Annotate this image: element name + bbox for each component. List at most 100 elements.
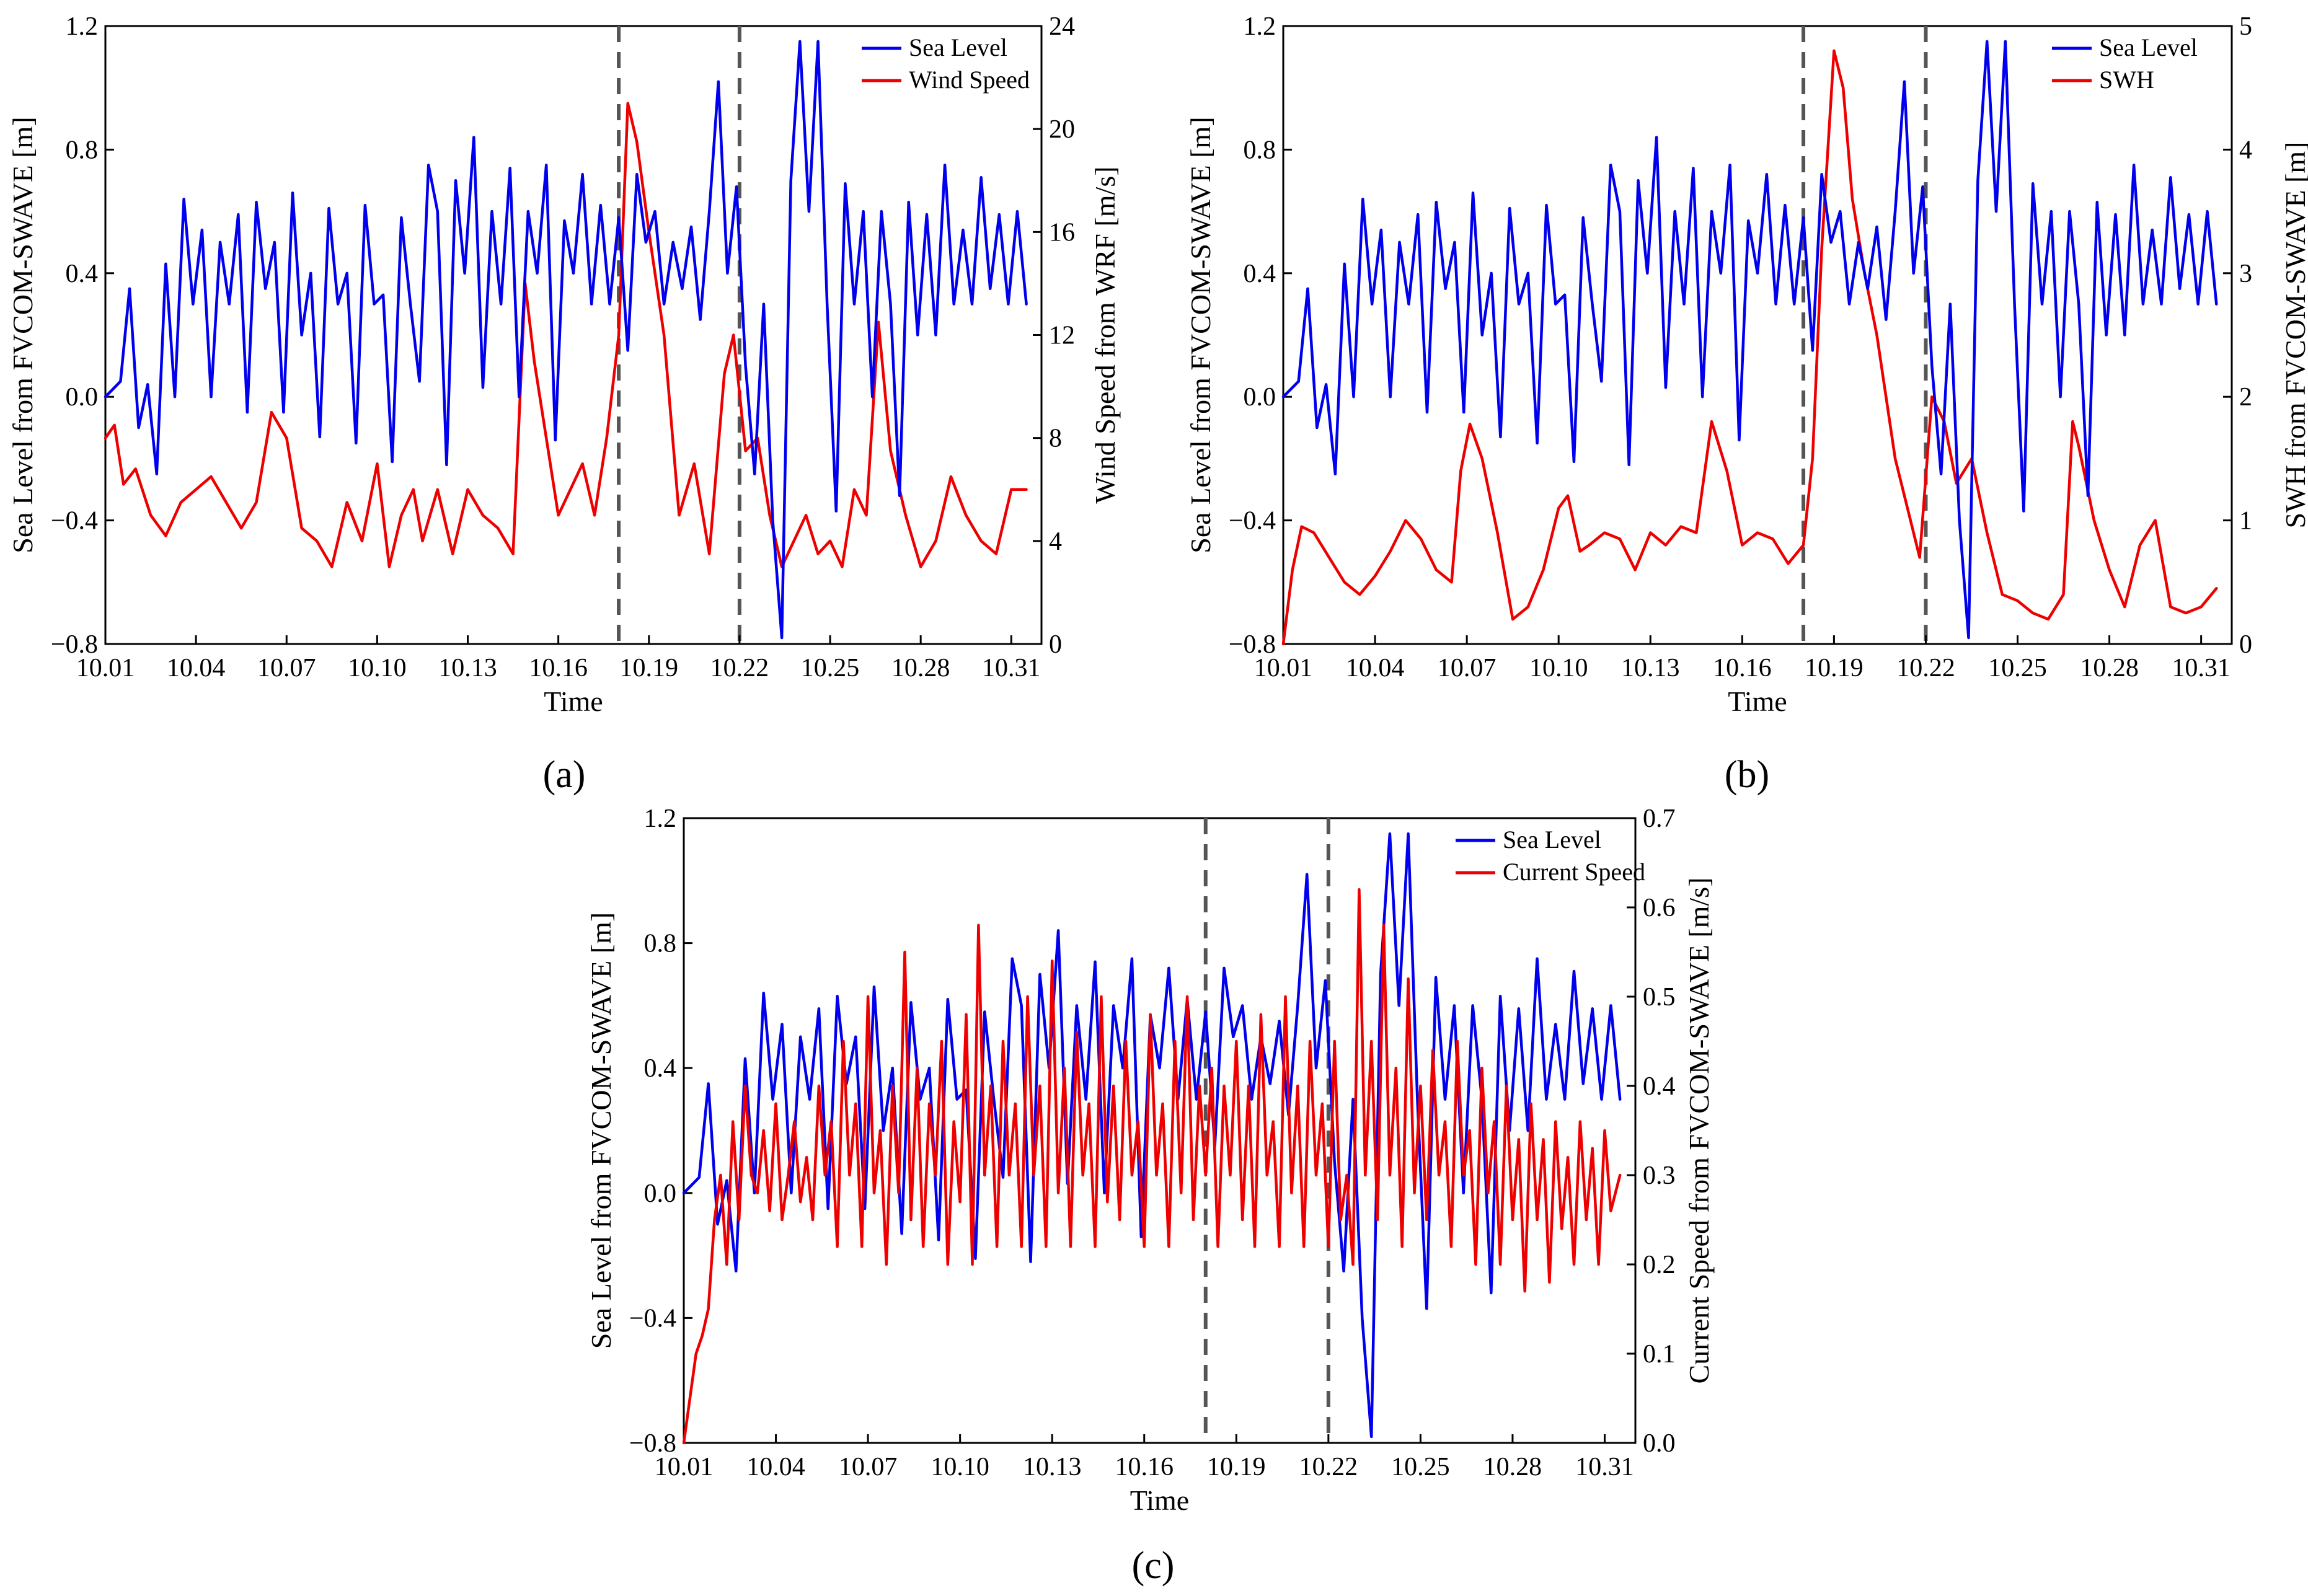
x-tick-label: 10.25 [1391,1453,1450,1481]
y-left-tick-label: 0.4 [1244,260,1276,288]
y-left-tick-label: 0.0 [1244,383,1276,412]
y-left-tick-label: 0.4 [644,1054,677,1083]
y-left-tick-label: 1.2 [66,12,99,41]
x-tick-label: 10.04 [1346,654,1405,682]
legend-label: Wind Speed [909,66,1030,94]
x-tick-label: 10.07 [839,1453,898,1481]
panel-a-label: (a) [543,754,586,796]
y-left-tick-label: −0.4 [1229,507,1276,536]
y-left-tick-label: 1.2 [1244,12,1276,41]
x-axis-title: Time [1728,686,1787,717]
y-right-tick-label: 0.5 [1643,983,1676,1012]
x-tick-label: 10.31 [2172,654,2231,682]
y-right-axis-title: Current Speed from FVCOM-SWAVE [m/s] [1683,878,1715,1384]
x-tick-label: 10.28 [1483,1453,1542,1481]
x-tick-label: 10.07 [257,654,316,682]
x-tick-label: 10.16 [1115,1453,1174,1481]
y-left-tick-label: 1.2 [644,805,677,833]
x-tick-label: 10.16 [529,654,588,682]
x-tick-label: 10.01 [1254,654,1313,682]
y-left-tick-label: 0.0 [66,383,99,412]
y-right-tick-label: 0 [1049,630,1062,659]
y-right-tick-label: 1 [2239,507,2252,536]
series-line-sea-level [1281,40,2218,640]
y-left-tick-label: 0.4 [66,260,99,288]
panel-b-label: (b) [1725,754,1769,796]
panel-a: 10.01 10.04 10.07 10.10 10.13 10.16 10.19 10.22… [7,12,1121,717]
y-left-tick-label: 0.8 [1244,136,1276,164]
x-tick-label: 10.22 [1896,654,1955,682]
x-tick-label: 10.19 [1805,654,1864,682]
x-tick-label: 10.25 [1988,654,2047,682]
x-tick-label: 10.28 [2080,654,2139,682]
series-line-wind-speed [104,102,1028,568]
legend-label: Sea Level [1503,826,1601,853]
x-tick-label: 10.13 [1023,1453,1082,1481]
x-tick-label: 10.01 [76,654,135,682]
x-tick-label: 10.19 [620,654,679,682]
x-axis-title: Time [544,686,603,717]
x-tick-label: 10.22 [710,654,769,682]
series-line-swh [1281,49,2218,646]
panel-c-label: (c) [1132,1545,1175,1587]
y-left-axis-title: Sea Level from FVCOM-SWAVE [m] [7,117,38,553]
y-left-tick-label: 0.8 [644,930,677,958]
y-left-tick-label: −0.4 [629,1304,676,1333]
y-left-axis-title: Sea Level from FVCOM-SWAVE [m] [1185,117,1216,553]
y-left-axis-title: Sea Level from FVCOM-SWAVE [m] [585,912,617,1349]
x-tick-label: 10.10 [348,654,407,682]
y-right-tick-label: 0.7 [1643,805,1676,833]
y-right-tick-label: 2 [2239,383,2252,412]
x-tick-label: 10.31 [1575,1453,1634,1481]
x-tick-label: 10.13 [438,654,497,682]
y-right-tick-label: 4 [2239,136,2252,164]
y-right-tick-label: 0.6 [1643,894,1676,922]
y-right-tick-label: 3 [2239,260,2252,288]
y-right-tick-label: 0.0 [1643,1429,1676,1458]
x-tick-label: 10.19 [1207,1453,1266,1481]
x-tick-label: 10.28 [891,654,950,682]
plot-frame [683,817,1637,1444]
y-right-tick-label: 0.1 [1643,1340,1676,1369]
x-tick-label: 10.04 [167,654,226,682]
y-right-tick-label: 0 [2239,630,2252,659]
y-right-axis-title: SWH from FVCOM-SWAVE [m] [2279,142,2308,529]
y-right-tick-label: 0.4 [1643,1072,1676,1101]
x-tick-label: 10.16 [1713,654,1772,682]
x-tick-label: 10.04 [746,1453,805,1481]
y-right-tick-label: 24 [1049,12,1075,41]
x-tick-label: 10.10 [1529,654,1588,682]
legend-label: Sea Level [2099,33,2198,61]
y-left-tick-label: −0.4 [51,507,98,536]
y-left-tick-label: −0.8 [51,630,98,659]
x-tick-label: 10.31 [982,654,1041,682]
series-line-sea-level [104,40,1028,640]
x-tick-label: 10.25 [801,654,860,682]
series-line-current-speed [682,888,1622,1445]
y-right-tick-label: 20 [1049,115,1075,144]
y-right-tick-label: 12 [1049,322,1075,350]
y-right-tick-label: 16 [1049,218,1075,247]
y-right-tick-label: 0.3 [1643,1162,1676,1190]
legend-label: SWH [2099,66,2154,94]
y-right-axis-title: Wind Speed from WRF [m/s] [1089,166,1121,503]
y-left-tick-label: −0.8 [629,1429,676,1458]
x-tick-label: 10.01 [655,1453,714,1481]
panel-b: 10.01 10.04 10.07 10.10 10.13 10.16 10.19 10.22… [1185,12,2308,717]
y-right-tick-label: 8 [1049,425,1062,453]
y-right-tick-label: 0.2 [1643,1251,1676,1279]
plot-frame [1282,25,2233,645]
legend-label: Sea Level [909,33,1007,61]
y-left-tick-label: 0.0 [644,1179,677,1208]
y-right-tick-label: 5 [2239,12,2252,41]
legend-label: Current Speed [1503,858,1645,886]
x-tick-label: 10.13 [1621,654,1680,682]
panel-c: 10.01 10.04 10.07 10.10 10.13 10.16 10.19 10.22… [585,805,1715,1516]
x-axis-title: Time [1130,1484,1189,1516]
x-tick-label: 10.07 [1438,654,1497,682]
y-left-tick-label: 0.8 [66,136,99,164]
x-tick-label: 10.10 [931,1453,989,1481]
x-tick-label: 10.22 [1299,1453,1358,1481]
